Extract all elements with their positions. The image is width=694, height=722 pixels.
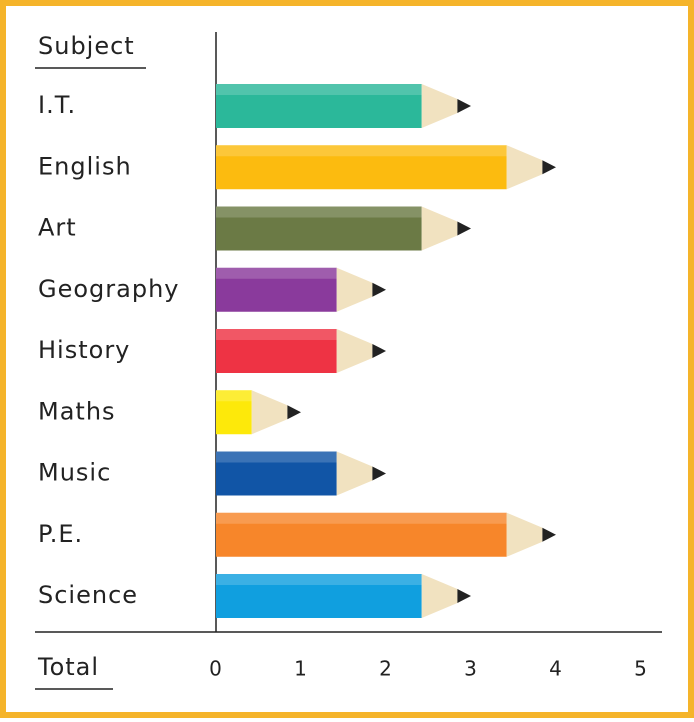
pencil-shade [216,268,337,279]
pencil-bar [216,145,556,189]
x-tick-label: 5 [634,657,648,681]
x-tick-label: 0 [209,657,223,681]
pencil-shade [216,84,422,95]
y-tick-label: English [38,152,132,180]
pencil-bar [216,207,471,251]
x-tick-label: 3 [464,657,478,681]
pencil-shade [216,329,337,340]
y-tick-label: P.E. [38,520,83,548]
x-axis-label: Total [37,653,99,681]
pencil-bar [216,84,471,128]
pencil-bar [216,574,471,618]
y-tick-label: History [38,336,130,364]
pencil-shade [216,390,252,401]
y-tick-label: Music [38,459,111,487]
y-tick-label: Science [38,581,138,609]
y-axis-label: Subject [38,32,135,60]
pencil-shade [216,452,337,463]
chart: Subject Total 0 1 2 3 4 5 I.T. English Art Geogra… [0,0,694,718]
pencil-shade [216,145,507,156]
x-tick-label: 1 [294,657,308,681]
pencil-shade [216,513,507,524]
y-tick-label: I.T. [38,91,76,119]
pencil-shade [216,574,422,585]
x-tick-label: 2 [379,657,393,681]
x-tick-label: 4 [549,657,563,681]
pencil-shade [216,207,422,218]
y-tick-label: Art [38,214,77,242]
pencil-bar [216,513,556,557]
y-tick-label: Maths [38,397,116,425]
y-tick-label: Geography [38,275,180,303]
